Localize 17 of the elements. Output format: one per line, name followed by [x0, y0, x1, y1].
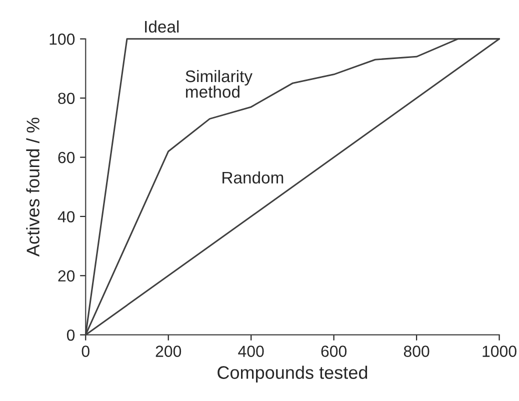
- x-tick-label: 400: [238, 346, 264, 357]
- y-tick-label: 0: [66, 329, 75, 341]
- y-tick-label: 100: [50, 34, 75, 45]
- x-tick-label: 0: [82, 346, 90, 357]
- x-axis-title: Compounds tested: [218, 366, 368, 383]
- y-tick-label: 80: [58, 92, 75, 104]
- x-tick-label: 800: [404, 346, 430, 357]
- series-label: Ideal: [145, 20, 179, 33]
- x-tick-label: 200: [156, 346, 182, 357]
- x-tick-label: 1000: [482, 346, 516, 357]
- series-label: Similarity method: [186, 70, 252, 98]
- y-tick-label: 40: [58, 211, 75, 222]
- y-tick-label: 60: [58, 152, 75, 164]
- y-axis-title: Actives found / %: [26, 118, 40, 257]
- series-label: Random: [222, 171, 284, 184]
- x-tick-label: 600: [321, 346, 347, 357]
- y-tick-label: 20: [58, 270, 75, 282]
